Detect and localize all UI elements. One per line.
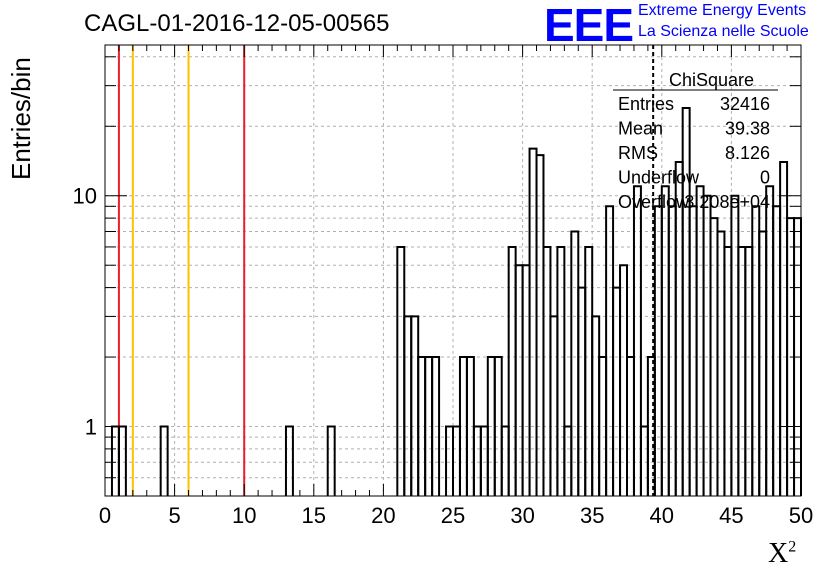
histogram-bar [772, 205, 782, 496]
histogram-bar [521, 264, 531, 496]
x-tick-label: 20 [371, 503, 395, 528]
histogram-bar [737, 245, 747, 496]
histogram-bar [765, 185, 775, 496]
histogram-bar [431, 356, 441, 496]
histogram-bar [702, 194, 712, 496]
x-tick-label: 0 [99, 503, 111, 528]
x-axis-label: X2 [768, 538, 796, 570]
logo-line-2: La Scienza nelle Scuole [638, 23, 809, 40]
stats-value: 32416 [720, 94, 770, 114]
histogram-bar [570, 230, 580, 496]
stats-label: Entries [618, 94, 674, 114]
stats-label: Overflow [618, 192, 690, 212]
y-tick-label: 10 [73, 184, 97, 209]
histogram-bar [605, 205, 615, 496]
histogram-bar [584, 245, 594, 496]
histogram-bar [751, 205, 761, 496]
histogram-bar [688, 205, 698, 496]
plot-title: CAGL-01-2016-12-05-00565 [84, 10, 390, 37]
stats-label: Mean [618, 119, 663, 139]
histogram-bar [730, 194, 740, 496]
stats-value: 3.208e+04 [684, 192, 770, 212]
stats-title: ChiSquare [669, 70, 754, 90]
histogram-bar [284, 425, 294, 496]
stats-label: Underflow [618, 168, 700, 188]
histogram-bar [159, 425, 169, 496]
x-tick-label: 25 [441, 503, 465, 528]
stats-label: RMS [618, 143, 658, 163]
histogram-bar [653, 205, 663, 496]
x-axis-label-sup: 2 [788, 538, 797, 556]
histogram-bar [514, 264, 524, 496]
y-tick-label: 1 [85, 415, 97, 440]
histogram-bar [542, 245, 552, 496]
histogram-bar [577, 286, 587, 496]
x-tick-label: 50 [789, 503, 813, 528]
x-tick-label: 30 [510, 503, 534, 528]
eee-logo: EEE [544, 0, 634, 51]
stats-value: 0 [760, 168, 770, 188]
histogram-bar [326, 425, 336, 496]
histogram-bar [681, 107, 691, 496]
stats-value: 39.38 [725, 119, 770, 139]
histogram-bar [410, 315, 420, 496]
histogram-bar [528, 147, 538, 496]
histogram-bar [667, 205, 677, 496]
x-axis-label-base: X [768, 538, 789, 569]
histogram-bar [758, 230, 768, 496]
histogram-bar [632, 185, 642, 496]
histogram-bar [403, 315, 413, 496]
x-tick-label: 40 [650, 503, 674, 528]
histogram-bar [556, 245, 566, 496]
histogram-bar [723, 245, 733, 496]
logo-line-1: Extreme Energy Events [638, 2, 807, 19]
histogram-bar [591, 315, 601, 496]
histogram-bar [779, 161, 789, 496]
histogram-bar [507, 245, 517, 496]
histogram-bar [744, 245, 754, 496]
histogram-bar [619, 264, 628, 496]
x-tick-label: 35 [580, 503, 604, 528]
histogram-bar [396, 245, 406, 496]
x-tick-label: 45 [719, 503, 743, 528]
x-tick-label: 10 [232, 503, 256, 528]
x-tick-label: 15 [302, 503, 326, 528]
histogram-bar [612, 286, 622, 496]
histogram-bar [716, 230, 726, 496]
histogram-bar [660, 185, 670, 496]
histogram-bar [695, 185, 705, 496]
histogram-bar [549, 315, 559, 496]
histogram-bar [674, 161, 684, 496]
stats-value: 8.126 [725, 143, 770, 163]
x-tick-label: 5 [168, 503, 180, 528]
